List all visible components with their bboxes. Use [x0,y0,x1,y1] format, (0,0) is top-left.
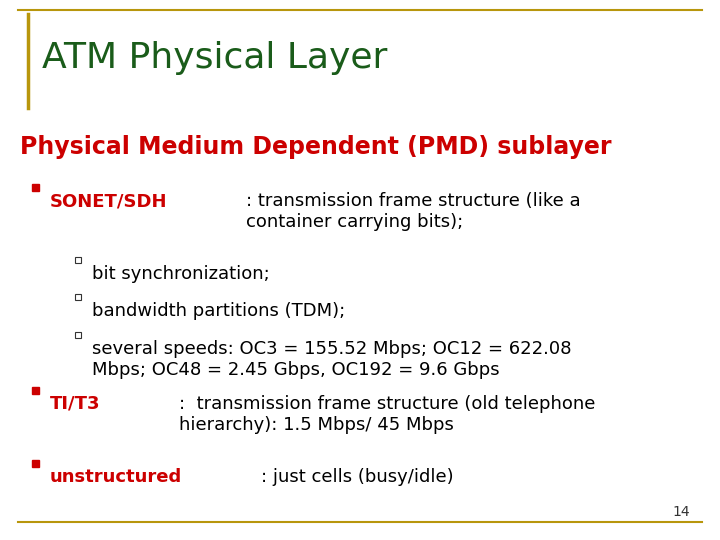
Bar [75,332,81,338]
Text: ATM Physical Layer: ATM Physical Layer [42,41,387,75]
Bar [32,460,38,467]
Text: : just cells (busy/idle): : just cells (busy/idle) [261,468,454,486]
Bar [32,387,38,394]
Text: : transmission frame structure (like a
container carrying bits);: : transmission frame structure (like a c… [246,192,581,231]
Bar [32,184,38,191]
Text: Physical Medium Dependent (PMD) sublayer: Physical Medium Dependent (PMD) sublayer [20,135,611,159]
Text: bit synchronization;: bit synchronization; [92,265,270,283]
Bar [75,257,81,263]
Text: 14: 14 [672,505,690,519]
Text: :  transmission frame structure (old telephone
hierarchy): 1.5 Mbps/ 45 Mbps: : transmission frame structure (old tele… [179,395,595,434]
Text: unstructured: unstructured [50,468,182,486]
Bar [75,294,81,300]
Text: bandwidth partitions (TDM);: bandwidth partitions (TDM); [92,302,346,320]
Text: several speeds: OC3 = 155.52 Mbps; OC12 = 622.08
Mbps; OC48 = 2.45 Gbps, OC192 =: several speeds: OC3 = 155.52 Mbps; OC12 … [92,340,572,379]
Text: TI/T3: TI/T3 [50,395,101,413]
Text: SONET/SDH: SONET/SDH [50,192,168,210]
